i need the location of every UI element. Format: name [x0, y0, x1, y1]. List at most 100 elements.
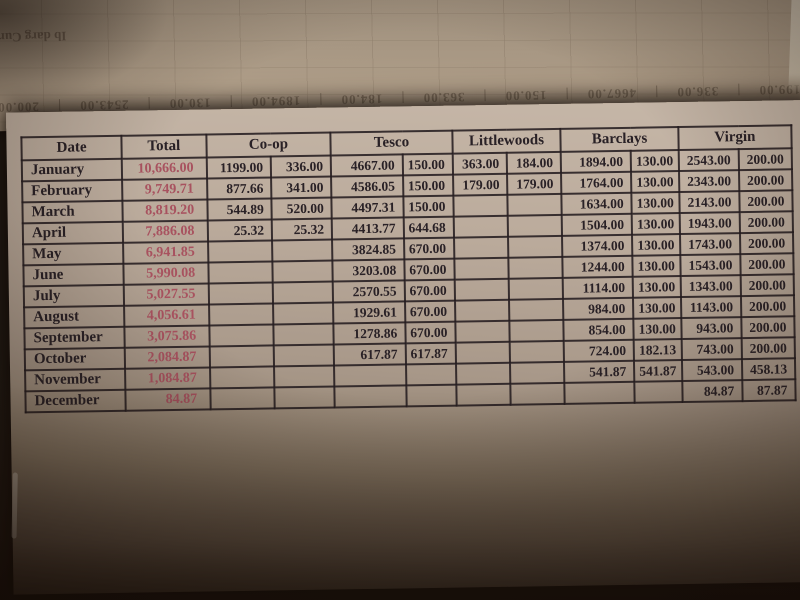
- amount-cell: 541.87: [634, 360, 683, 382]
- amount-cell: 200.00: [740, 253, 794, 276]
- empty-cell: [510, 382, 565, 405]
- total-cell: 8,819.20: [122, 199, 208, 222]
- amount-cell: 4667.00: [330, 154, 403, 177]
- amount-cell: 200.00: [738, 148, 792, 171]
- empty-cell: [405, 363, 457, 386]
- empty-cell: [455, 320, 511, 343]
- amount-cell: 182.13: [633, 339, 682, 361]
- total-cell: 1,084.87: [125, 367, 210, 390]
- empty-cell: [207, 261, 273, 284]
- total-cell: 10,666.00: [121, 157, 207, 180]
- amount-cell: 200.00: [740, 274, 794, 297]
- amount-cell: 1244.00: [562, 255, 633, 278]
- amount-cell: 1504.00: [561, 213, 633, 236]
- amount-cell: 150.00: [403, 195, 454, 218]
- amount-cell: 87.87: [742, 379, 796, 402]
- amount-cell: 130.00: [632, 255, 681, 277]
- amount-cell: 2570.55: [332, 280, 405, 303]
- month-cell: October: [24, 347, 126, 371]
- amount-cell: 200.00: [739, 190, 793, 213]
- amount-cell: 130.00: [633, 297, 682, 319]
- empty-cell: [453, 215, 509, 238]
- amount-cell: 25.32: [271, 218, 333, 241]
- amount-cell: 1894.00: [560, 150, 632, 173]
- month-cell: April: [22, 221, 124, 245]
- column-header-virgin: Virgin: [678, 125, 792, 151]
- empty-cell: [272, 281, 334, 304]
- amount-cell: 644.68: [403, 216, 454, 239]
- column-header-littlewoods: Littlewoods: [452, 128, 561, 154]
- empty-cell: [454, 257, 510, 280]
- amount-cell: 130.00: [630, 150, 679, 172]
- column-header-barclays: Barclays: [560, 127, 679, 152]
- amount-cell: 984.00: [563, 297, 634, 320]
- amount-cell: 854.00: [563, 318, 634, 341]
- amount-cell: 1929.61: [333, 301, 406, 324]
- month-cell: August: [24, 305, 125, 329]
- empty-cell: [508, 214, 563, 237]
- empty-cell: [455, 362, 511, 385]
- amount-cell: 1143.00: [680, 296, 742, 319]
- amount-cell: 1343.00: [680, 275, 741, 298]
- empty-cell: [508, 235, 563, 258]
- empty-cell: [453, 236, 509, 259]
- empty-cell: [634, 381, 683, 403]
- amount-cell: 84.87: [682, 380, 743, 403]
- amount-cell: 1764.00: [561, 171, 632, 194]
- empty-cell: [272, 239, 333, 262]
- amount-cell: 200.00: [739, 211, 793, 234]
- amount-cell: 1278.86: [333, 322, 406, 345]
- amount-cell: 130.00: [631, 192, 680, 214]
- amount-cell: 3824.85: [332, 238, 405, 261]
- amount-cell: 943.00: [681, 317, 742, 340]
- empty-cell: [209, 345, 275, 368]
- amount-cell: 179.00: [452, 173, 508, 196]
- empty-cell: [454, 278, 510, 301]
- empty-cell: [509, 319, 564, 342]
- total-cell: 7,886.08: [122, 220, 208, 243]
- amount-cell: 4413.77: [331, 217, 404, 240]
- amount-cell: 1114.00: [562, 276, 634, 299]
- empty-cell: [456, 383, 512, 406]
- amount-cell: 617.87: [405, 342, 456, 365]
- empty-cell: [510, 340, 565, 363]
- column-header-co-op: Co-op: [205, 132, 331, 158]
- column-header-total: Total: [121, 134, 207, 159]
- amount-cell: 541.87: [564, 360, 635, 383]
- column-header-tesco: Tesco: [330, 130, 453, 156]
- amount-cell: 877.66: [206, 177, 272, 200]
- amount-cell: 4586.05: [331, 175, 404, 198]
- empty-cell: [208, 324, 274, 347]
- amount-cell: 2543.00: [678, 149, 739, 172]
- column-header-date: Date: [21, 135, 122, 161]
- amount-cell: 363.00: [452, 152, 508, 175]
- amount-cell: 336.00: [270, 155, 332, 178]
- total-cell: 3,075.86: [124, 325, 210, 348]
- amount-cell: 150.00: [402, 153, 453, 176]
- amount-cell: 1634.00: [561, 192, 632, 215]
- month-cell: March: [22, 200, 123, 224]
- empty-cell: [272, 260, 333, 283]
- amount-cell: 2343.00: [678, 170, 740, 193]
- amount-cell: 200.00: [741, 337, 795, 360]
- empty-cell: [406, 384, 457, 407]
- amount-cell: 543.00: [681, 359, 743, 382]
- amount-cell: 130.00: [632, 234, 681, 256]
- ledger-table: Date Total Co-op Tesco Littlewoods Barclays Vi…: [20, 124, 796, 413]
- empty-cell: [274, 365, 335, 388]
- amount-cell: 724.00: [563, 339, 635, 362]
- amount-cell: 179.00: [507, 172, 562, 195]
- empty-cell: [509, 298, 564, 321]
- month-cell: January: [21, 158, 123, 182]
- amount-cell: 1943.00: [679, 212, 740, 235]
- total-cell: 5,027.55: [123, 283, 209, 306]
- main-paper-sheet: Date Total Co-op Tesco Littlewoods Barclays Vi…: [6, 99, 800, 595]
- empty-cell: [508, 256, 563, 279]
- month-cell: December: [25, 389, 126, 413]
- empty-cell: [509, 277, 564, 300]
- total-cell: 2,084.87: [124, 346, 210, 369]
- empty-cell: [453, 194, 509, 217]
- empty-cell: [507, 193, 562, 216]
- amount-cell: 3203.08: [332, 259, 405, 282]
